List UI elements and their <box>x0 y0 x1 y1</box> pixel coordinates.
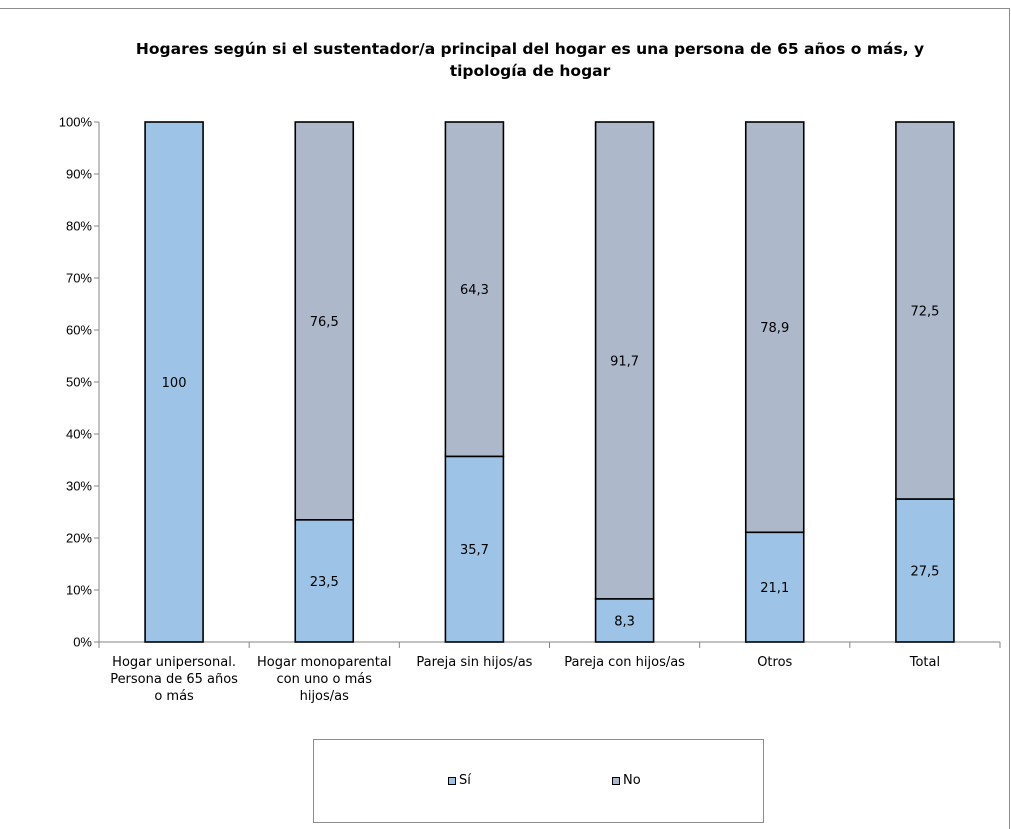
bar-no <box>895 121 955 500</box>
y-tick-label: 100% <box>59 115 93 130</box>
data-label: 64,3 <box>460 283 489 298</box>
bar-si <box>294 518 355 643</box>
x-category-label: Hogar unipersonal. <box>112 655 236 670</box>
y-tick-label: 80% <box>66 219 92 234</box>
data-label: 8,3 <box>614 614 635 629</box>
legend-item-si: Sí <box>448 773 471 788</box>
legend-label-si: Sí <box>459 773 471 788</box>
x-category-label: Pareja con hijos/as <box>564 655 685 670</box>
y-tick-label: 50% <box>66 375 92 390</box>
bar-no <box>294 121 355 521</box>
legend-label-no: No <box>623 773 641 788</box>
data-label: 35,7 <box>460 543 489 558</box>
y-tick-label: 0% <box>73 635 92 650</box>
x-category-label: Pareja sin hijos/as <box>416 655 532 670</box>
data-label: 27,5 <box>910 565 939 580</box>
bar-si <box>895 498 955 643</box>
legend-swatch-no <box>612 776 620 785</box>
bar-si <box>744 531 805 643</box>
chart-title: Hogares según si el sustentador/a princi… <box>135 40 925 80</box>
y-tick-label: 90% <box>66 167 92 182</box>
y-tick-label: 60% <box>66 323 92 338</box>
bar-no <box>594 121 655 600</box>
legend-item-no: No <box>612 773 641 788</box>
y-tick-label: 30% <box>66 479 92 494</box>
y-tick-label: 20% <box>66 531 92 546</box>
x-category-label: Otros <box>757 655 792 670</box>
x-category-label: o más <box>154 689 194 704</box>
chart-frame <box>0 8 1010 829</box>
x-category-label: Persona de 65 años <box>110 672 238 687</box>
legend-swatch-si <box>448 776 456 785</box>
x-category-label: Hogar monoparental <box>257 655 391 670</box>
y-tick-label: 70% <box>66 271 92 286</box>
data-label: 21,1 <box>760 581 789 596</box>
y-tick-label: 10% <box>66 583 92 598</box>
bar-no <box>444 121 505 458</box>
data-label: 76,5 <box>310 315 339 330</box>
x-category-label: Total <box>909 655 940 670</box>
x-category-label: con uno o más <box>276 672 372 687</box>
data-label: 100 <box>162 376 187 391</box>
bar-no <box>744 121 805 534</box>
y-tick-label: 40% <box>66 427 92 442</box>
data-label: 72,5 <box>910 305 939 320</box>
data-label: 78,9 <box>760 321 789 336</box>
data-label: 23,5 <box>310 575 339 590</box>
legend: Sí No <box>313 739 764 823</box>
data-label: 91,7 <box>610 354 639 369</box>
bar-si <box>144 121 204 643</box>
x-category-label: hijos/as <box>300 689 350 704</box>
